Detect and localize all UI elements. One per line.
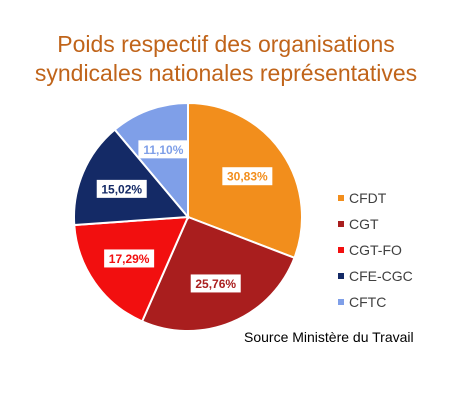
pie-slice-cftc [113, 101, 189, 220]
data-label-cfe-cgc: 15,02% [96, 179, 147, 198]
legend-swatch-cfdt [338, 195, 344, 201]
chart-title-line2: syndicales nationales représentatives [34, 60, 418, 86]
data-label-text-cftc: 11,10% [143, 143, 183, 157]
chart-legend: CFDT CGT CGT-FO CFE-CGC CFTC [338, 185, 413, 315]
data-label-box-cfe-cgc [96, 179, 147, 198]
data-label-box-cgt-fo [104, 249, 155, 268]
data-label-cfdt: 30,83% [222, 167, 273, 186]
data-label-cgt-fo: 17,29% [104, 249, 155, 268]
chart-title: Poids respectif des organisations syndic… [0, 30, 452, 88]
data-label-text-cgt: 25,76% [195, 277, 236, 291]
source-note: Source Ministère du Travail [244, 329, 414, 345]
pie-slice-cgt-fo [73, 215, 190, 323]
legend-label-cfdt: CFDT [349, 190, 387, 206]
legend-label-cgt-fo: CGT-FO [349, 242, 402, 258]
legend-swatch-cfe-cgc [338, 273, 344, 279]
data-label-box-cftc [138, 140, 189, 159]
data-label-text-cfe-cgc: 15,02% [101, 182, 142, 196]
data-label-box-cfdt [222, 167, 273, 186]
legend-swatch-cftc [338, 299, 344, 305]
legend-label-cftc: CFTC [349, 294, 387, 310]
legend-item-cfe-cgc: CFE-CGC [338, 263, 413, 289]
legend-swatch-cgt-fo [338, 247, 344, 253]
legend-item-cgt: CGT [338, 211, 413, 237]
legend-label-cgt: CGT [349, 216, 379, 232]
data-label-cgt: 25,76% [190, 274, 241, 293]
legend-swatch-cgt [338, 221, 344, 227]
chart-title-line1: Poids respectif des organisations [57, 31, 395, 57]
pie-slice-cfe-cgc [73, 128, 191, 227]
data-label-text-cgt-fo: 17,29% [109, 252, 150, 266]
legend-item-cftc: CFTC [338, 289, 413, 315]
data-label-box-cgt [190, 274, 241, 293]
legend-label-cfe-cgc: CFE-CGC [349, 268, 413, 284]
data-label-cftc: 11,10% [138, 140, 189, 159]
data-label-text-cfdt: 30,83% [227, 170, 268, 184]
legend-item-cfdt: CFDT [338, 185, 413, 211]
pie-slice-cgt [140, 215, 296, 332]
legend-item-cgt-fo: CGT-FO [338, 237, 413, 263]
